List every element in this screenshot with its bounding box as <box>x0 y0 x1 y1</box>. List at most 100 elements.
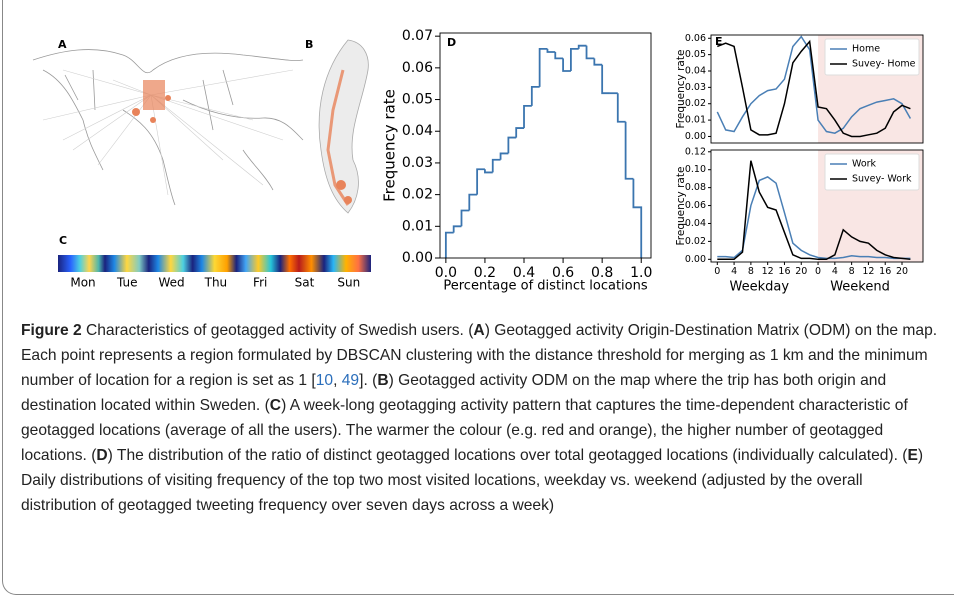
histogram-step <box>538 47 548 87</box>
y-tick-label: 0.00 <box>685 254 706 265</box>
x-tick-label: 0.2 <box>474 265 496 281</box>
x-tick-label: 20 <box>795 266 807 277</box>
x-tick-label: 20 <box>896 266 908 277</box>
legend-label: Work <box>852 159 877 170</box>
histogram-step <box>515 127 525 138</box>
histogram-step <box>616 93 626 123</box>
y-tick-label: 0.07 <box>402 28 433 44</box>
axes-frame <box>439 32 652 259</box>
histogram-step <box>577 44 587 49</box>
histogram-step <box>444 231 454 258</box>
axes-frame <box>710 149 924 263</box>
histogram-step <box>569 47 579 72</box>
histogram-step <box>624 121 634 180</box>
day-label: Tue <box>116 276 138 290</box>
caption-text: B <box>377 372 389 389</box>
y-tick-label: 0.00 <box>685 131 706 142</box>
caption-text: , <box>333 372 342 389</box>
y-tick-label: 0.04 <box>685 66 706 77</box>
map-a <box>32 49 304 206</box>
histogram-step <box>507 136 517 154</box>
histogram-step <box>593 58 603 66</box>
figure-panels: A B C D E Mon Tue Wed Thu Fri Sat Sun0.000.010… <box>32 28 924 295</box>
y-tick-label: 0.10 <box>685 164 706 175</box>
histogram-step <box>460 209 470 227</box>
y-tick-label: 0.03 <box>685 82 706 93</box>
histogram-step <box>601 64 610 95</box>
y-tick-label: 0.06 <box>685 200 706 211</box>
y-tick-label: 0.02 <box>402 187 433 203</box>
caption-text: ]. ( <box>359 372 378 389</box>
histogram-step <box>499 152 509 160</box>
x-group-label: Weekday <box>730 280 790 295</box>
caption-text[interactable]: 49 <box>341 372 360 389</box>
y-tick-label: 0.04 <box>685 218 706 229</box>
panel-label: D <box>447 36 456 49</box>
x-tick-label: 4 <box>731 266 737 277</box>
y-axis-label: Frequency rate <box>381 89 399 202</box>
x-tick-label: 12 <box>762 266 774 277</box>
x-tick-label: 16 <box>879 266 891 277</box>
panel-label: C <box>59 234 67 247</box>
legend-label: Suvey- Work <box>852 174 912 185</box>
histogram-step <box>562 58 571 72</box>
y-tick-label: 0.08 <box>685 182 706 193</box>
x-axis-label: Percentage of distinct locations <box>443 279 647 294</box>
y-tick-label: 0.06 <box>402 60 433 76</box>
caption: Figure 2 Characteristics of geotagged ac… <box>21 318 941 518</box>
panel-label: B <box>305 38 313 51</box>
day-label: Sat <box>295 276 315 290</box>
day-label: Fri <box>253 276 267 290</box>
day-label: Sun <box>337 276 360 290</box>
map-a-points <box>132 80 171 123</box>
y-tick-label: 0.03 <box>402 155 433 171</box>
y-axis-label: Frequency rate <box>675 50 687 129</box>
legend-box <box>824 38 920 76</box>
x-tick-label: 0.8 <box>591 265 613 281</box>
axes-frame <box>710 34 924 144</box>
histogram-step <box>476 168 485 195</box>
day-label: Thu <box>204 276 228 290</box>
histogram-step <box>585 45 595 60</box>
histogram-step <box>452 225 462 233</box>
legend-label: Suvey- Home <box>852 59 916 70</box>
caption-text: ) Geotagged activity ODM on the map wher… <box>21 372 887 414</box>
x-tick-label: 0.4 <box>513 265 535 281</box>
caption-text: C <box>269 397 282 414</box>
y-tick-label: 0.06 <box>685 33 706 44</box>
histogram-step <box>632 178 643 258</box>
caption-text: ) Geotagged activity Origin-Destination … <box>21 322 938 389</box>
y-tick-label: 0.01 <box>685 115 706 126</box>
series-line <box>717 39 911 138</box>
caption-text: E <box>907 447 918 464</box>
y-tick-label: 0.12 <box>685 146 706 157</box>
week-colorbar <box>58 255 371 272</box>
x-tick-label: 16 <box>778 266 790 277</box>
legend-box <box>824 153 920 191</box>
day-label: Wed <box>159 276 185 290</box>
series-line <box>716 35 912 134</box>
caption-text[interactable]: 10 <box>315 372 334 389</box>
x-group-label: Weekend <box>830 280 890 295</box>
x-tick-label: 0 <box>815 266 821 277</box>
y-tick-label: 0.00 <box>402 250 433 266</box>
caption-text: ) A week-long geotagging activity patter… <box>21 397 908 464</box>
x-tick-label: 8 <box>748 266 754 277</box>
histogram-step <box>468 193 478 211</box>
caption-text: Characteristics of geotagged activity of… <box>81 322 474 339</box>
y-tick-label: 0.05 <box>685 49 706 60</box>
y-tick-label: 0.02 <box>685 98 706 109</box>
caption-label: Figure 2 <box>21 322 82 339</box>
panel-label: E <box>715 35 723 48</box>
legend-label: Home <box>852 44 880 55</box>
caption-text: ) The distribution of the ratio of disti… <box>107 447 908 464</box>
x-tick-label: 0.0 <box>435 265 457 281</box>
y-axis-label: Frequency rate <box>675 167 687 246</box>
series-line <box>717 176 911 260</box>
caption-text: ) Daily distributions of visiting freque… <box>21 447 924 514</box>
y-tick-label: 0.04 <box>402 123 433 139</box>
x-tick-label: 4 <box>832 266 838 277</box>
x-tick-label: 0 <box>714 266 720 277</box>
series-line <box>717 160 911 261</box>
